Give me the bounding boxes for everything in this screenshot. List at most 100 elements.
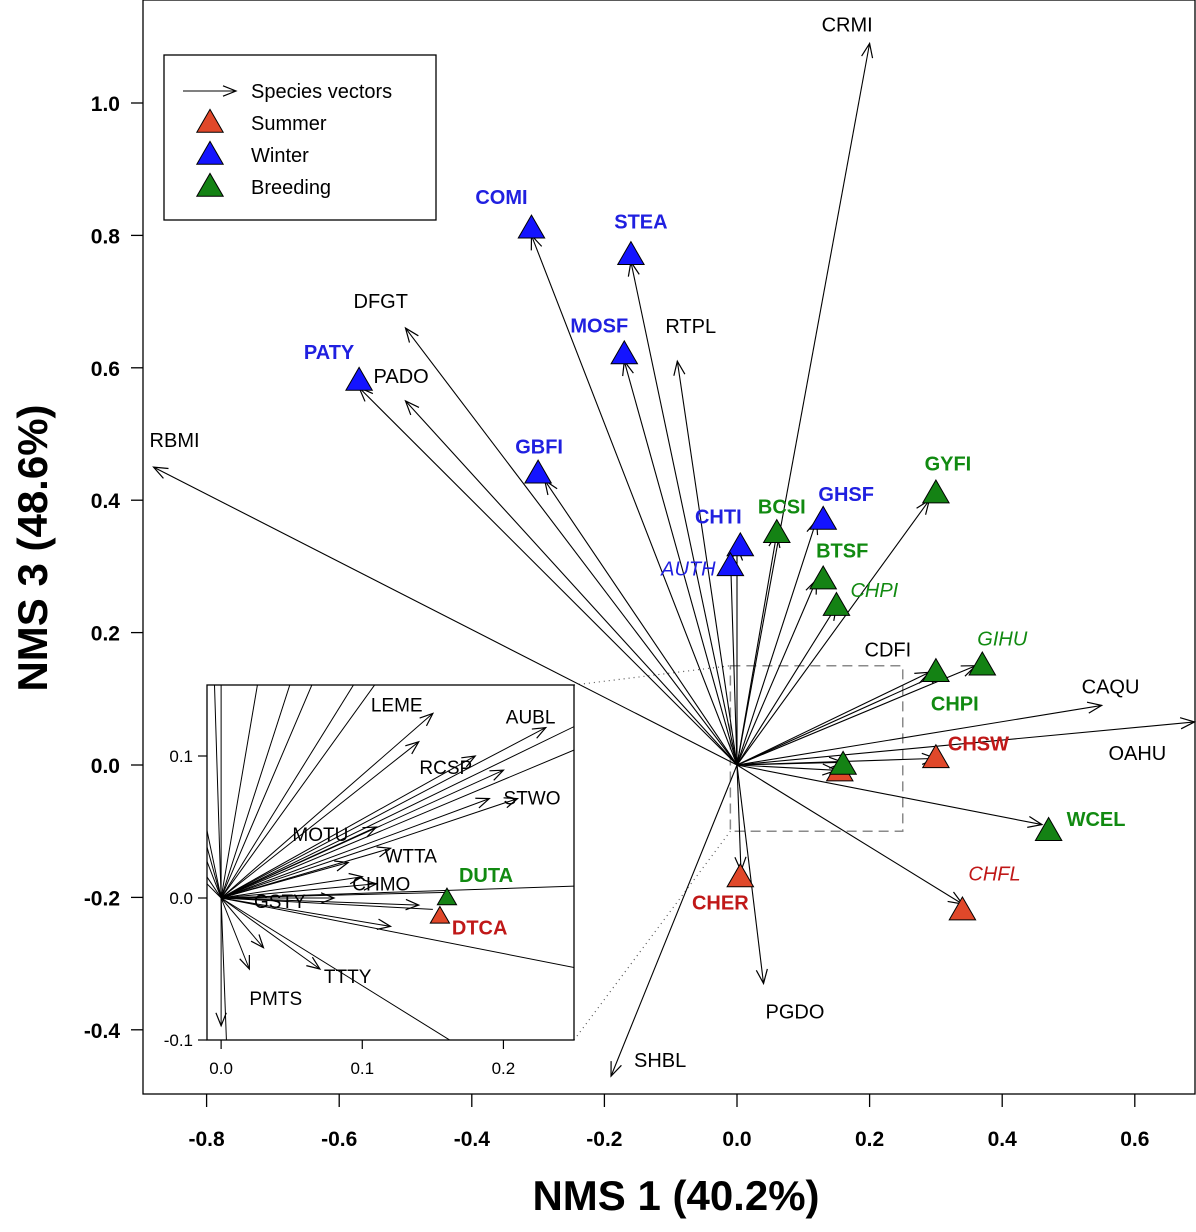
inset-panel: LEME AUBL RCSP STWO MOTU WTTA CHMO GSTY PMTS TTTY…	[164, 684, 575, 1078]
vector-line-species-13	[358, 387, 738, 766]
vector-head-shbl	[610, 1061, 622, 1078]
vector-head-caqu	[1086, 701, 1104, 714]
vector-label-dfgt: DFGT	[354, 291, 408, 313]
vector-head-rtpl	[673, 359, 686, 376]
point-label-comi-0: COMI	[475, 187, 527, 209]
vector-line-pgdo	[736, 764, 765, 984]
inset-point-dtca	[429, 905, 451, 924]
inset-projection-29	[221, 891, 447, 899]
inset-projection-23	[220, 726, 574, 899]
y-tick-label-0: -0.4	[84, 1020, 121, 1043]
x-tick-label-6: 0.4	[988, 1128, 1018, 1151]
x-tick-label-7: 0.6	[1120, 1128, 1149, 1151]
vector-head-dfgt	[404, 326, 419, 343]
point-label-chpi-5: CHPI	[931, 693, 979, 715]
inset-vector-line-leme	[220, 713, 434, 899]
summer-point-chsw-0	[921, 743, 950, 769]
breeding-point-chpi-5	[921, 657, 950, 683]
inset-projection-27	[220, 897, 227, 1040]
breeding-point-btsf-2	[809, 564, 838, 590]
winter-point-gbfi-4	[524, 459, 553, 484]
y-tick-label-4: 0.4	[91, 490, 121, 513]
vector-head-species-24	[1027, 815, 1044, 828]
breeding-point-bcsi-1	[762, 518, 791, 544]
point-label-chfl-1: CHFL	[968, 864, 1020, 886]
point-label-mosf-2: MOSF	[570, 316, 628, 338]
inset-vector-head-pmts	[239, 954, 250, 971]
x-tick-label-4: 0.0	[722, 1128, 751, 1151]
inset-y-tick-label-2: 0.1	[169, 747, 193, 766]
y-axis-title: NMS 3 (48.6%)	[9, 404, 56, 691]
inset-vector-line-ttty	[220, 897, 321, 970]
point-label-gyfi-0: GYFI	[925, 454, 972, 476]
legend-label-species-vectors: Species vectors	[251, 81, 392, 103]
inset-vector-head-inset-species-18	[376, 918, 393, 930]
winter-point-auth-7	[716, 551, 745, 577]
x-tick-label-2: -0.4	[454, 1128, 491, 1151]
y-tick-label-3: 0.2	[91, 623, 120, 646]
breeding-point-gihu-4	[968, 651, 997, 676]
inset-vector-line-inset-species-11	[220, 897, 264, 949]
winter-point-mosf-2	[610, 339, 639, 365]
inset-vector-head-wtta	[376, 846, 393, 858]
inset-vector-head-rcsp	[489, 769, 505, 781]
inset-vector-head-chmo	[348, 872, 364, 885]
inset-vector-label-leme: LEME	[371, 695, 423, 716]
vector-label-cdfi: CDFI	[865, 639, 912, 661]
summer-point-chfl-1	[948, 895, 977, 921]
vector-line-species-14	[544, 480, 738, 766]
point-label-auth-7: AUTH	[660, 558, 716, 580]
inset-vector-line-inset-species-12	[220, 741, 420, 899]
vector-label-pado: PADO	[374, 366, 429, 388]
legend-marker-summer	[195, 108, 225, 133]
vector-label-rtpl: RTPL	[665, 316, 716, 338]
inset-projection-21	[220, 685, 376, 899]
vector-line-dfgt	[405, 327, 738, 766]
zoom-connector-bottom	[573, 830, 731, 1041]
inset-vector-line-inset-species-14	[220, 798, 490, 899]
inset-x-tick-label-2: 0.2	[492, 1059, 516, 1078]
vector-label-pgdo: PGDO	[766, 1001, 825, 1023]
breeding-point-duta-7	[829, 750, 858, 775]
inset-vector-line-stwo	[220, 798, 518, 899]
x-axis-title: NMS 1 (40.2%)	[532, 1172, 819, 1219]
legend: Species vectors Summer Winter Breeding	[163, 54, 437, 221]
vector-line-caqu	[736, 704, 1102, 766]
inset-vector-line-chmo	[221, 876, 363, 899]
vector-line-species-10	[530, 235, 738, 766]
inset-vector-head-inset-species-15	[334, 860, 350, 872]
inset-y-tick-label-1: 0.0	[169, 889, 193, 908]
inset-vector-line-inset-species-13	[220, 755, 476, 899]
inset-vector-label-ttty: TTTY	[324, 967, 372, 988]
point-label-wcel-6: WCEL	[1067, 809, 1126, 831]
inset-vector-line-aubl	[220, 727, 547, 899]
vector-label-rbmi: RBMI	[150, 430, 200, 452]
vector-head-rbmi	[152, 466, 169, 479]
legend-marker-winter	[195, 140, 225, 165]
vector-line-species-27	[736, 764, 742, 871]
legend-label-winter: Winter	[251, 145, 309, 167]
vector-line-species-28	[736, 764, 837, 771]
winter-point-comi-0	[517, 214, 546, 239]
inset-vector-label-aubl: AUBL	[506, 708, 556, 729]
legend-marker-breeding	[195, 172, 225, 197]
winter-point-chti-6	[726, 531, 755, 557]
vector-label-oahu: OAHU	[1108, 743, 1166, 765]
y-tick-label-5: 0.6	[91, 358, 120, 381]
inset-vector-head-inset-species-16	[362, 879, 378, 891]
point-label-paty-3: PATY	[304, 342, 355, 364]
inset-vector-head-inset-species-12	[405, 740, 421, 755]
inset-frame	[206, 684, 575, 1041]
vector-label-crmi: CRMI	[822, 14, 873, 36]
x-tick-label-3: -0.2	[586, 1128, 622, 1151]
y-tick-label-1: -0.2	[84, 887, 120, 910]
point-label-gbfi-4: GBFI	[515, 437, 563, 459]
inset-projection-19	[220, 685, 313, 899]
point-label-btsf-2: BTSF	[816, 541, 868, 563]
inset-projection-20	[220, 685, 355, 899]
vector-line-species-25	[736, 764, 963, 905]
inset-point-label-dtca: DTCA	[452, 917, 508, 939]
winter-point-ghsf-5	[809, 505, 838, 530]
inset-projection-17	[220, 685, 258, 899]
legend-label-summer: Summer	[251, 113, 327, 135]
